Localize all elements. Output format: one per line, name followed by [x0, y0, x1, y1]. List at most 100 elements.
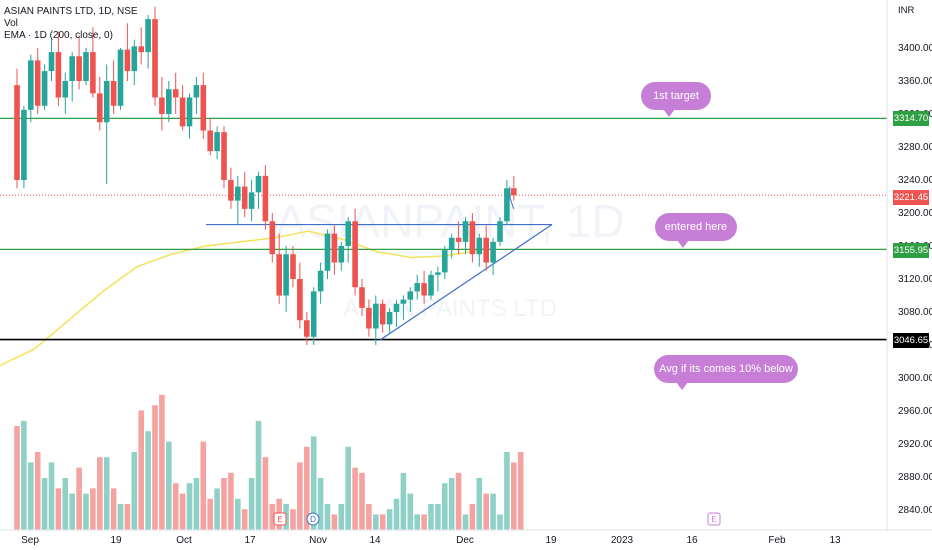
- volume-bar: [338, 504, 345, 530]
- candle: [331, 225, 338, 275]
- currency-label: INR: [898, 5, 915, 16]
- candle-body: [290, 254, 296, 279]
- candle: [290, 246, 296, 288]
- candle-body: [255, 175, 262, 193]
- candle-body: [504, 188, 510, 222]
- chart-legend: ASIAN PAINTS LTD, 1D, NSE Vol EMA · 1D (…: [4, 6, 138, 42]
- time-tick-label: Oct: [176, 535, 192, 546]
- candle-body: [221, 132, 227, 180]
- callout-entry[interactable]: entered here: [655, 213, 737, 248]
- candle: [476, 233, 483, 267]
- candle-body: [241, 186, 248, 209]
- callout-target[interactable]: 1st target: [641, 82, 711, 117]
- candle: [393, 299, 400, 327]
- candle: [442, 246, 448, 279]
- volume-bar: [352, 467, 358, 530]
- trend-lines: [206, 186, 553, 341]
- price-tag-support: 3046.65: [893, 333, 929, 348]
- price-tick-label: 3360.00: [898, 76, 932, 87]
- volume-bar: [186, 483, 193, 530]
- candle: [276, 233, 282, 304]
- candle: [269, 213, 276, 263]
- candle: [262, 165, 269, 230]
- candle: [248, 180, 255, 222]
- candle-body: [331, 233, 338, 263]
- volume-bar: [145, 431, 151, 530]
- volume-bar: [462, 514, 469, 530]
- candle: [386, 307, 393, 333]
- volume-bar: [207, 498, 213, 530]
- callout-avg[interactable]: Avg if its comes 10% below: [654, 355, 798, 390]
- candle: [324, 229, 331, 279]
- candle-body: [90, 52, 96, 94]
- candle-body: [393, 303, 400, 312]
- candle: [366, 299, 372, 337]
- candle: [159, 76, 165, 131]
- volume-bar: [428, 504, 434, 530]
- time-tick-label: Feb: [768, 535, 786, 546]
- candle-body: [462, 221, 469, 242]
- time-tick-label: Dec: [456, 535, 474, 546]
- breakout-arrow: [509, 186, 515, 210]
- ema-200-line: [0, 230, 481, 367]
- candle-body: [138, 46, 144, 53]
- volume-bar: [386, 509, 393, 530]
- candle-body: [207, 130, 213, 152]
- candle: [76, 35, 82, 90]
- volume-bar: [41, 478, 48, 530]
- candle: [421, 270, 427, 304]
- volume-bar: [317, 478, 324, 530]
- volume-bar: [14, 426, 20, 530]
- candle-body: [366, 307, 372, 329]
- event-marker-box: [273, 512, 287, 526]
- price-tag-entry: 3155.95: [893, 243, 929, 258]
- price-tick-label: 3280.00: [898, 142, 932, 153]
- volume-bar: [200, 441, 207, 530]
- volume-bar: [255, 420, 262, 530]
- candle: [435, 266, 441, 292]
- price-tick-label: 2880.00: [898, 472, 932, 483]
- time-tick-label: 16: [686, 535, 698, 546]
- candle-body: [214, 132, 220, 152]
- candle-body: [469, 221, 476, 255]
- time-tick-label: 2023: [611, 535, 634, 546]
- candle-body: [131, 46, 138, 72]
- candle-body: [511, 188, 517, 196]
- candle: [21, 105, 27, 189]
- candle: [62, 72, 69, 114]
- volume-bar: [331, 514, 338, 530]
- volume-bar: [235, 498, 241, 530]
- rising-trend-line: [379, 224, 553, 341]
- candle: [359, 279, 365, 317]
- watermark-sub: ASIAN PAINTS LTD: [343, 295, 557, 322]
- candle-body: [414, 283, 420, 292]
- volume-bar: [124, 504, 131, 530]
- candles: [14, 6, 517, 345]
- candle-body: [317, 270, 324, 292]
- volume-bar: [97, 457, 103, 530]
- event-marker-box: [306, 512, 320, 526]
- candle-body: [262, 175, 269, 222]
- event-marker-box: [707, 512, 721, 526]
- volume-bar: [448, 478, 455, 530]
- time-tick-label: 17: [244, 535, 256, 546]
- volume-bar: [262, 457, 269, 530]
- candle-body: [62, 81, 69, 98]
- candle-body: [283, 254, 289, 296]
- candle: [462, 217, 469, 255]
- time-tick-label: Nov: [309, 535, 327, 546]
- volume-bars: [14, 394, 524, 530]
- candle: [235, 175, 241, 226]
- candle: [407, 287, 414, 312]
- volume-bar: [69, 493, 75, 530]
- candle: [138, 27, 144, 65]
- candle: [317, 262, 324, 304]
- price-tag-last: 3221.45: [893, 190, 929, 205]
- candle: [145, 15, 151, 69]
- price-tag-target: 3314.70: [893, 111, 929, 126]
- candle: [186, 93, 193, 139]
- candle: [373, 295, 379, 345]
- volume-bar: [269, 504, 276, 530]
- volume-bar: [393, 498, 400, 530]
